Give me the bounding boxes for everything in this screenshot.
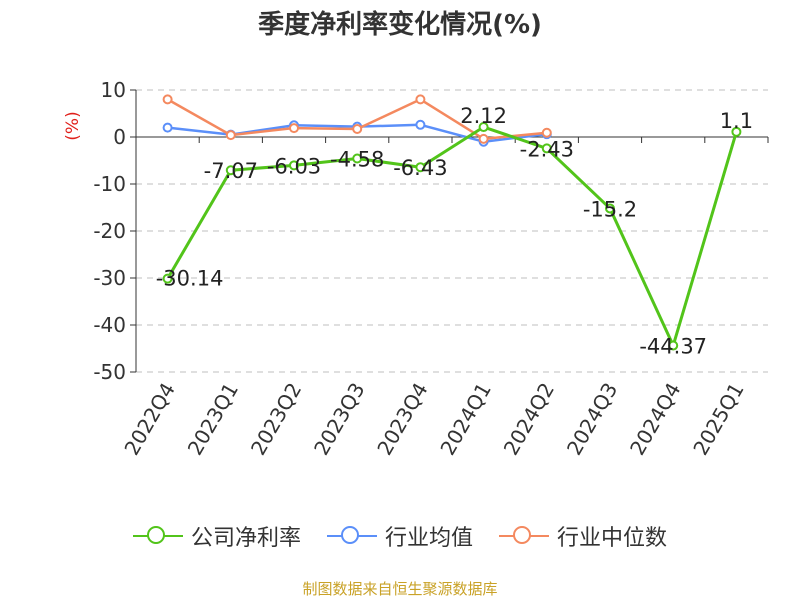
y-tick-label: -10 xyxy=(93,172,126,196)
data-point-2 xyxy=(478,133,489,144)
data-point-0 xyxy=(289,160,299,171)
data-label: -4.58 xyxy=(330,148,384,172)
x-tick-label: 2022Q4 xyxy=(119,379,179,460)
data-point-1 xyxy=(415,119,426,130)
legend-marker-industry-median xyxy=(499,524,549,548)
legend-label-company: 公司净利率 xyxy=(190,526,301,551)
data-label: -2.43 xyxy=(520,137,574,161)
data-point-0 xyxy=(731,126,742,137)
data-label: 2.12 xyxy=(460,104,507,128)
data-point-2 xyxy=(415,94,426,105)
x-tick-label: 2024Q1 xyxy=(435,379,495,460)
data-point-0 xyxy=(668,340,679,351)
x-tick-label: 2024Q3 xyxy=(562,379,622,460)
data-label: -15.2 xyxy=(583,197,637,221)
data-point-2 xyxy=(541,127,552,138)
data-point-2 xyxy=(352,124,363,135)
y-tick-label: -50 xyxy=(93,360,126,384)
x-tick-label: 2024Q4 xyxy=(625,379,685,460)
y-tick-label: -20 xyxy=(93,219,126,243)
chart-title: 季度净利率变化情况(%) xyxy=(258,10,542,40)
data-point-0 xyxy=(352,153,363,164)
legend-item-industry-avg[interactable]: 行业均值 xyxy=(326,520,473,552)
data-point-1 xyxy=(162,122,173,133)
data-point-0 xyxy=(415,162,426,173)
data-point-2 xyxy=(225,130,236,141)
data-point-0 xyxy=(541,143,552,154)
legend-marker-industry-avg xyxy=(326,524,377,548)
legend-label-industry-avg: 行业均值 xyxy=(384,526,473,551)
x-tick-label: 2025Q1 xyxy=(688,379,748,460)
x-tick-label: 2023Q1 xyxy=(183,379,243,460)
data-label: -30.14 xyxy=(156,267,224,291)
y-axis-label: (%) xyxy=(63,111,83,140)
y-tick-label: 0 xyxy=(113,125,126,149)
data-point-0 xyxy=(225,165,236,176)
data-point-2 xyxy=(162,94,173,105)
legend-item-industry-median[interactable]: 行业中位数 xyxy=(499,520,667,552)
y-tick-label: -30 xyxy=(93,266,126,290)
data-label: -44.37 xyxy=(639,335,707,359)
legend-item-company[interactable]: 公司净利率 xyxy=(132,520,301,552)
legend-label-industry-median: 行业中位数 xyxy=(557,526,668,551)
data-point-0 xyxy=(162,273,173,284)
legend-marker-company xyxy=(132,524,183,548)
x-tick-label: 2023Q3 xyxy=(309,379,369,460)
data-source-note: 制图数据来自恒生聚源数据库 xyxy=(302,580,498,598)
legend: 公司净利率 行业均值 行业中位数 xyxy=(0,520,800,552)
data-label: -6.43 xyxy=(393,156,447,180)
x-tick-label: 2024Q2 xyxy=(499,379,559,460)
x-tick-label: 2023Q2 xyxy=(246,379,306,460)
data-point-0 xyxy=(478,122,489,133)
data-label: -6.03 xyxy=(267,154,321,178)
data-label: -7.07 xyxy=(204,159,258,183)
data-point-0 xyxy=(605,203,615,214)
y-tick-label: -40 xyxy=(93,313,126,337)
series-line-0 xyxy=(166,125,738,348)
y-tick-label: 10 xyxy=(101,78,126,102)
data-label: 1.1 xyxy=(720,109,753,133)
data-point-2 xyxy=(289,123,299,134)
x-tick-label: 2023Q4 xyxy=(372,379,432,460)
